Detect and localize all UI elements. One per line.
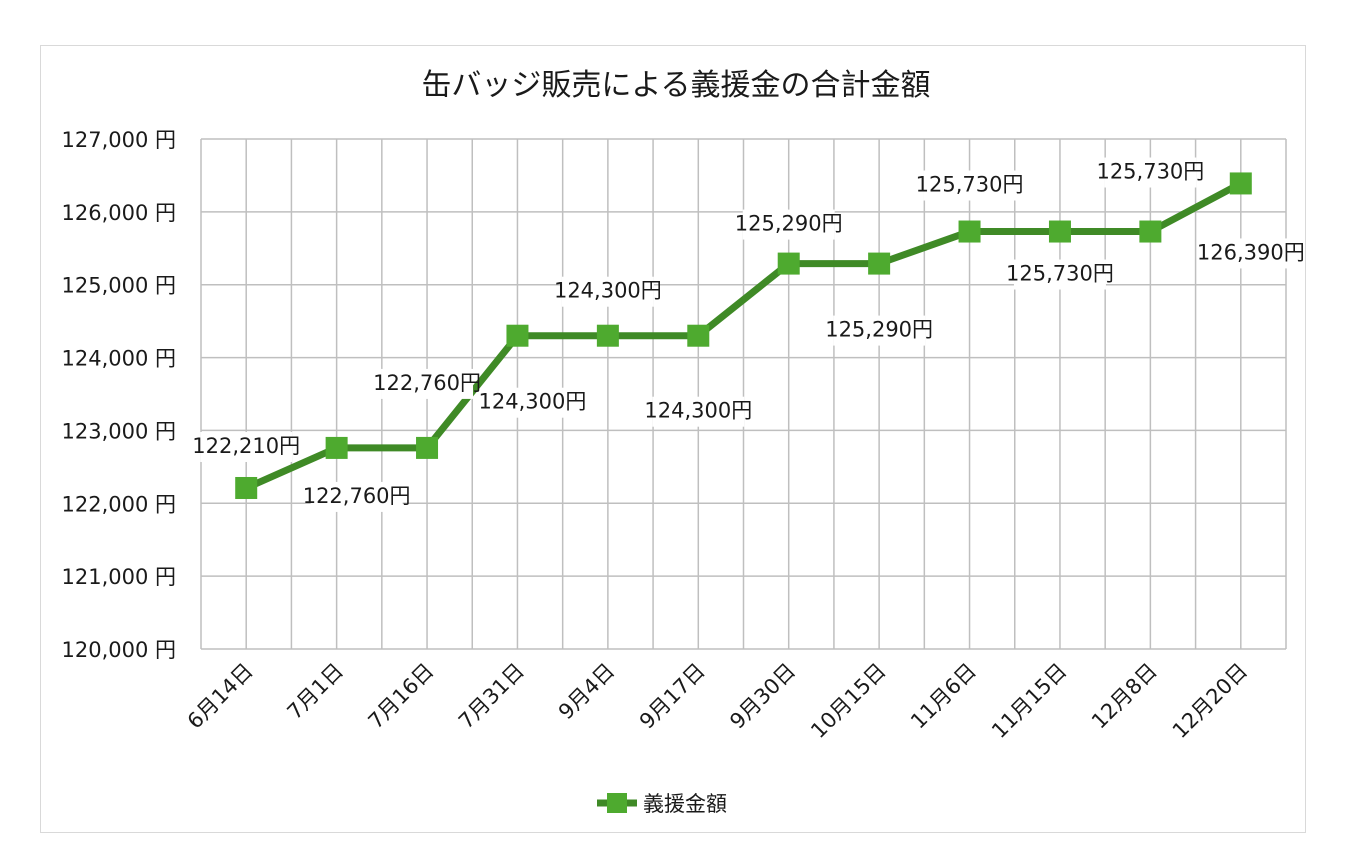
grid xyxy=(200,138,1287,650)
data-label-background xyxy=(486,387,579,418)
data-point-marker xyxy=(777,252,800,275)
data-point-marker xyxy=(687,324,710,347)
series-line xyxy=(235,172,1252,499)
x-tick-label: 7月31日 xyxy=(454,659,529,734)
data-label: 122,210円 xyxy=(192,434,300,458)
data-point-marker xyxy=(1048,220,1071,243)
data-point-marker xyxy=(325,436,348,459)
y-tick-label: 123,000 円 xyxy=(61,419,176,443)
y-tick-label: 124,000 円 xyxy=(61,347,176,371)
data-label: 122,760円 xyxy=(373,371,481,395)
data-label: 126,390円 xyxy=(1197,240,1305,264)
y-tick-label: 120,000 円 xyxy=(61,638,176,662)
data-label-background xyxy=(1204,238,1297,269)
x-tick-label: 7月16日 xyxy=(364,659,439,734)
data-label-background xyxy=(833,315,926,346)
x-tick-label: 7月1日 xyxy=(283,659,349,725)
data-label-background xyxy=(561,276,654,307)
x-tick-label: 12月8日 xyxy=(1087,659,1162,734)
data-point-marker xyxy=(1139,220,1162,243)
x-tick-label: 6月14日 xyxy=(183,659,258,734)
legend-marker-swatch xyxy=(607,793,627,813)
x-tick-label: 11月6日 xyxy=(906,659,981,734)
data-label: 122,760円 xyxy=(303,484,411,508)
data-label-background xyxy=(652,396,745,427)
data-label: 124,300円 xyxy=(479,390,587,414)
x-tick-label: 9月4日 xyxy=(554,659,620,725)
legend: 義援金額 xyxy=(597,792,727,816)
data-point-marker xyxy=(1229,172,1252,195)
x-tick-label: 12月20日 xyxy=(1168,659,1252,743)
y-tick-label: 127,000 円 xyxy=(61,128,176,152)
data-label-background xyxy=(923,170,1016,201)
data-label: 125,290円 xyxy=(735,212,843,236)
data-label: 125,290円 xyxy=(825,318,933,342)
data-point-marker xyxy=(958,220,981,243)
x-tick-label: 11月15日 xyxy=(987,659,1071,743)
y-tick-label: 122,000 円 xyxy=(61,492,176,516)
x-tick-label: 9月30日 xyxy=(725,659,800,734)
data-label-background xyxy=(1013,259,1106,290)
data-labels: 122,210円122,760円122,760円124,300円124,300円… xyxy=(192,157,1305,512)
data-point-marker xyxy=(868,252,891,275)
x-tick-label: 10月15日 xyxy=(806,659,890,743)
data-label-background xyxy=(381,368,474,399)
data-point-marker xyxy=(596,324,619,347)
x-tick-label: 9月17日 xyxy=(635,659,710,734)
data-label: 125,730円 xyxy=(916,173,1024,197)
data-label: 125,730円 xyxy=(1006,262,1114,286)
data-label: 124,300円 xyxy=(644,399,752,423)
data-label-background xyxy=(310,481,403,512)
x-axis: 6月14日 7月1日 7月16日 7月31日 9月4日 9月17日 9月30日 10月15日 1… xyxy=(183,659,1253,743)
series-polyline xyxy=(244,180,1243,492)
y-tick-label: 125,000 円 xyxy=(61,274,176,298)
chart-title: 缶バッジ販売による義援金の合計金額 xyxy=(421,68,930,103)
y-axis: 120,000 円 121,000 円 122,000 円 123,000 円 124,… xyxy=(61,128,176,662)
data-point-marker xyxy=(506,324,529,347)
y-tick-label: 126,000 円 xyxy=(61,201,176,225)
data-point-marker xyxy=(416,436,439,459)
data-label-background xyxy=(742,209,835,240)
legend-label: 義援金額 xyxy=(643,792,727,816)
data-point-marker xyxy=(235,476,258,499)
data-label: 125,730円 xyxy=(1096,160,1204,184)
data-label: 124,300円 xyxy=(554,279,662,303)
y-tick-label: 121,000 円 xyxy=(61,565,176,589)
data-label-background xyxy=(1104,157,1197,188)
data-label-background xyxy=(200,431,293,462)
